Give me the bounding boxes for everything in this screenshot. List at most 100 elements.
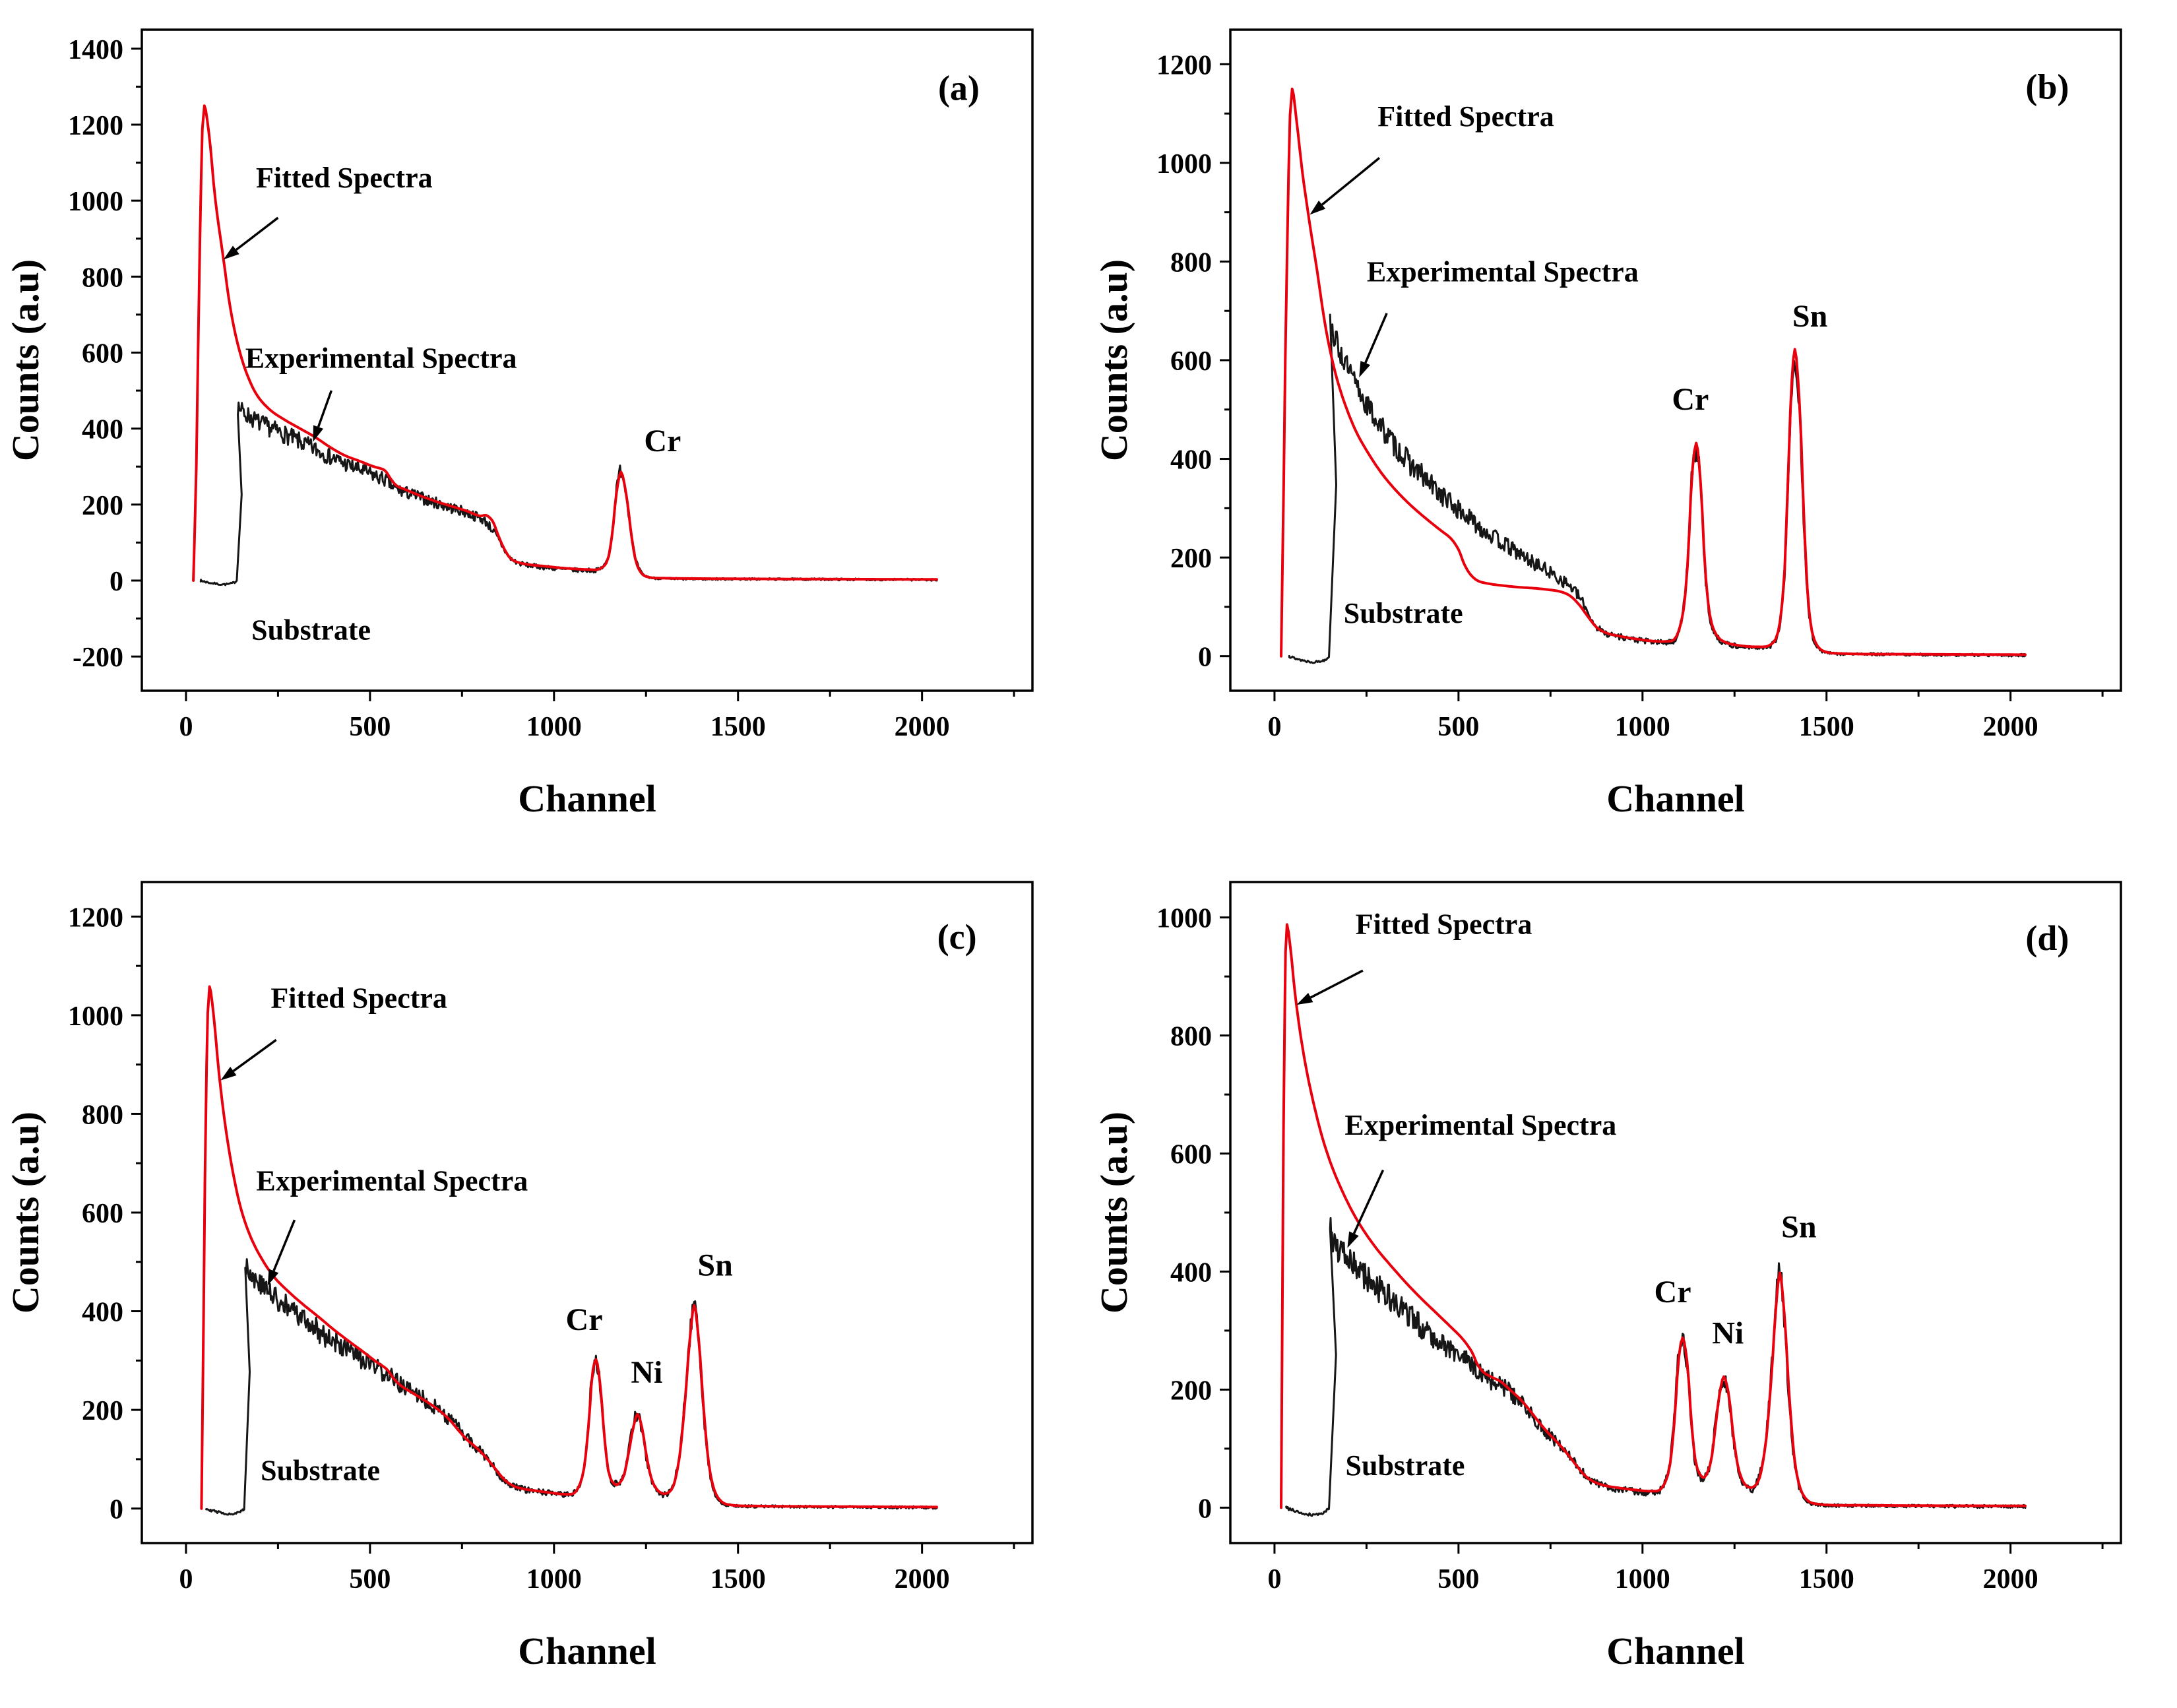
panel-background — [1088, 0, 2177, 852]
annotation-arrow-line — [1321, 157, 1381, 206]
x-tick-label: 500 — [349, 1564, 391, 1595]
y-tick-label: 800 — [1170, 247, 1212, 278]
x-tick-label: 1000 — [526, 1564, 582, 1595]
y-tick-label: 600 — [1170, 346, 1212, 377]
fitted-spectra-line — [1280, 87, 2027, 658]
y-axis-label: Counts (a.u) — [4, 259, 47, 461]
annotation-substrate: Substrate — [261, 1454, 380, 1486]
annotation-experimental-spectra: Experimental Spectra — [245, 342, 517, 375]
y-tick-label: 0 — [1198, 643, 1212, 673]
x-tick-label: 500 — [1437, 1564, 1479, 1595]
x-tick-label: 0 — [1267, 1564, 1281, 1595]
x-tick-label: 1000 — [526, 712, 582, 742]
y-tick-label: 800 — [1170, 1022, 1212, 1052]
x-tick-label: 2000 — [895, 1564, 950, 1595]
panel-c: 0 500 1000 1500 2000 0 200 400 600 800 1000 1200 Cha… — [0, 852, 1088, 1705]
y-tick-label: 200 — [82, 1396, 123, 1426]
x-tick-label: 0 — [1267, 712, 1281, 742]
y-tick-label: 1200 — [68, 111, 123, 141]
panel-b: 0 500 1000 1500 2000 0 200 400 600 800 1000 1200 Cha… — [1088, 0, 2177, 852]
panel-background — [1088, 852, 2177, 1705]
annotation-arrow-line — [232, 1038, 277, 1072]
panel-background — [0, 852, 1088, 1705]
annotation-fitted-spectra: Fitted Spectra — [1356, 908, 1532, 941]
x-tick-label: 1500 — [1799, 712, 1854, 742]
y-axis-label: Counts (a.u) — [1092, 259, 1135, 461]
x-axis-label: Channel — [1606, 777, 1745, 820]
plot-frame — [141, 881, 1034, 1544]
x-tick-label: 0 — [179, 1564, 193, 1595]
annotation-cr: Cr — [644, 424, 681, 459]
annotation-arrow-head — [1347, 1231, 1359, 1248]
x-tick-label: 1500 — [710, 1564, 766, 1595]
x-tick-label: 1000 — [1615, 712, 1670, 742]
annotation-arrow-head — [313, 425, 324, 442]
annotation-arrow-head — [1309, 201, 1326, 215]
annotation-sn: Sn — [1781, 1210, 1816, 1245]
panel-letter: (b) — [2025, 67, 2069, 107]
annotation-fitted-spectra: Fitted Spectra — [1377, 100, 1554, 133]
axis-ticks — [1220, 63, 2104, 701]
x-tick-label: 2000 — [895, 712, 950, 742]
fitted-spectra-line — [200, 985, 938, 1510]
annotations: Fitted Spectra Experimental Spectra Substr… — [1296, 908, 2069, 1482]
y-tick-label: 1200 — [68, 902, 123, 933]
x-tick-label: 2000 — [1983, 712, 2038, 742]
annotations: Fitted Spectra Experimental Spectra Substr… — [1309, 67, 2069, 629]
annotation-cr: Cr — [566, 1302, 603, 1337]
y-tick-label: 400 — [1170, 445, 1212, 476]
y-tick-label: 600 — [82, 338, 123, 369]
axis-labels: 0 500 1000 1500 2000 -200 0 200 400 600 800 1000 120… — [4, 35, 950, 820]
annotation-sn: Sn — [697, 1248, 732, 1283]
x-tick-label: 500 — [1437, 712, 1479, 742]
y-tick-label: 0 — [1198, 1494, 1212, 1524]
annotation-arrow-head — [220, 1067, 237, 1081]
annotation-arrow-line — [1364, 313, 1388, 364]
y-tick-label: 0 — [110, 1495, 123, 1525]
y-tick-label: 1400 — [68, 35, 123, 65]
panel-background — [0, 0, 1088, 852]
annotation-substrate: Substrate — [1344, 597, 1463, 629]
y-tick-label: 800 — [82, 1100, 123, 1130]
annotation-ni: Ni — [1712, 1316, 1744, 1351]
panel-letter: (c) — [937, 917, 977, 957]
y-tick-label: 1000 — [1156, 904, 1212, 934]
annotations: Fitted Spectra Experimental Spectra Substr… — [220, 917, 977, 1486]
y-tick-label: 1000 — [68, 187, 123, 217]
spectra-chart-d: 0 500 1000 1500 2000 0 200 400 600 800 1000 Channel… — [1088, 852, 2177, 1705]
y-tick-label: 400 — [1170, 1257, 1212, 1288]
panel-d: 0 500 1000 1500 2000 0 200 400 600 800 1000 Channel… — [1088, 852, 2177, 1705]
annotation-arrow-head — [267, 1269, 279, 1286]
x-tick-label: 1000 — [1615, 1564, 1670, 1595]
annotation-arrow-line — [1352, 1169, 1385, 1234]
x-tick-label: 1500 — [710, 712, 766, 742]
x-axis-label: Channel — [518, 1629, 656, 1672]
annotation-arrow-line — [272, 1219, 296, 1272]
plot-frame — [1229, 28, 2122, 692]
axis-labels: 0 500 1000 1500 2000 0 200 400 600 800 1000 Channel… — [1092, 904, 2038, 1672]
annotation-arrow-head — [223, 245, 239, 260]
annotation-experimental-spectra: Experimental Spectra — [1344, 1109, 1616, 1141]
spectra-chart-a: 0 500 1000 1500 2000 -200 0 200 400 600 800 1000 120… — [0, 0, 1088, 852]
y-tick-label: 600 — [1170, 1140, 1212, 1170]
axis-ticks — [1220, 916, 2104, 1554]
fitted-spectra-line — [1280, 923, 2027, 1509]
panel-letter: (d) — [2025, 918, 2069, 958]
axis-labels: 0 500 1000 1500 2000 0 200 400 600 800 1000 1200 Cha… — [4, 902, 950, 1672]
panel-letter: (a) — [938, 69, 980, 108]
y-axis-label: Counts (a.u) — [1092, 1112, 1135, 1313]
y-tick-label: 1000 — [1156, 149, 1212, 179]
y-tick-label: 200 — [1170, 544, 1212, 574]
annotation-cr: Cr — [1672, 382, 1709, 417]
x-tick-label: 500 — [349, 712, 391, 742]
annotation-ni: Ni — [631, 1355, 662, 1390]
y-tick-label: 800 — [82, 263, 123, 293]
y-tick-label: 600 — [82, 1199, 123, 1229]
axis-ticks — [131, 47, 1015, 701]
y-tick-label: 1200 — [1156, 50, 1212, 80]
y-tick-label: -200 — [73, 643, 123, 673]
y-tick-label: 0 — [110, 567, 123, 597]
x-axis-label: Channel — [1606, 1629, 1745, 1672]
spectra-chart-b: 0 500 1000 1500 2000 0 200 400 600 800 1000 1200 Cha… — [1088, 0, 2177, 852]
annotation-arrow-line — [235, 216, 279, 251]
